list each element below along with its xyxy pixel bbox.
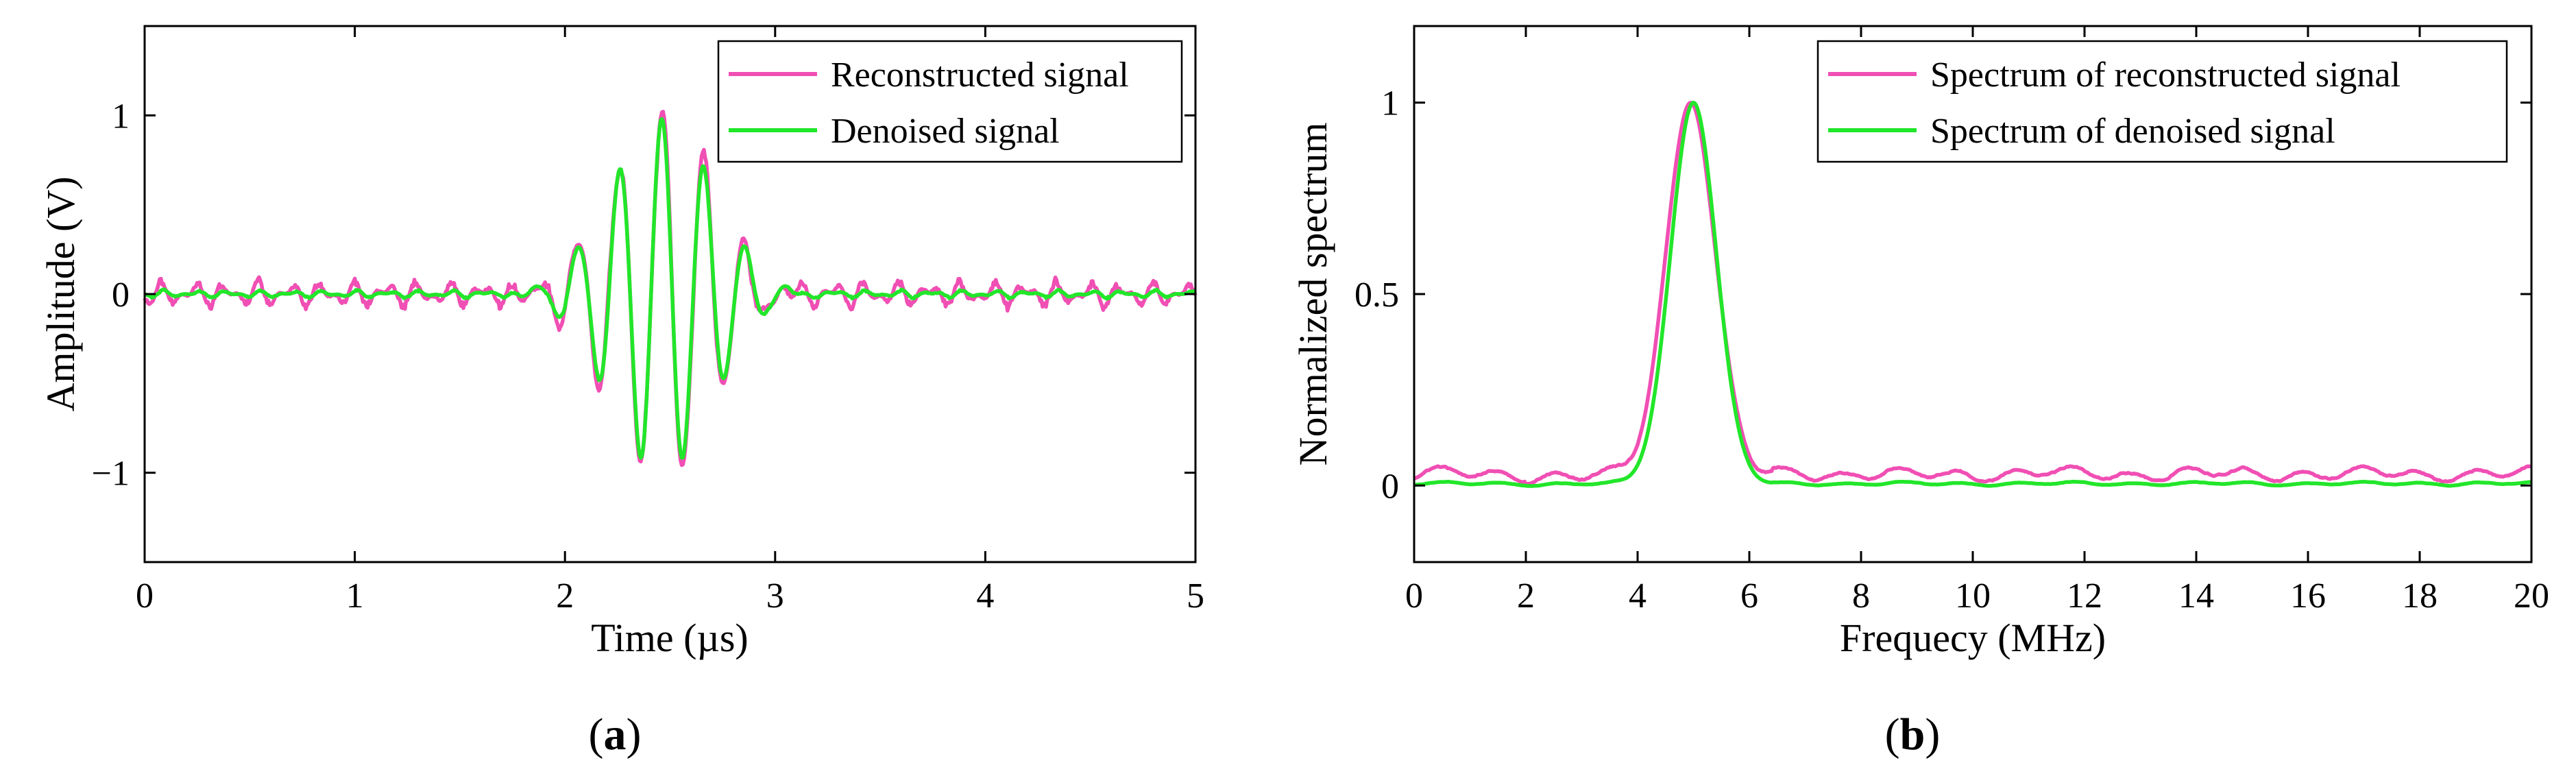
panel-a-xtick-label: 3 [766,576,784,616]
panel-b-ytick-label: 0 [1381,467,1399,506]
panel-a-xtick-label: 4 [976,576,994,616]
panel-a-ticks: 0 1 2 3 4 5 −1 0 1 [92,26,1204,616]
panel-a-xtick-label: 0 [136,576,154,616]
panel-b-xtick-label: 8 [1852,576,1870,616]
panel-a-legend: Reconstructed signal Denoised signal [717,40,1183,163]
panel-a-xtick-label: 2 [556,576,574,616]
panel-b-ylabel: Normalized spectrum [1291,123,1335,466]
panel-b-xtick-label: 14 [2178,576,2214,616]
panel-b-xtick-label: 20 [2514,576,2549,616]
panel-b-series-group [1413,100,2532,488]
panel-b-xtick-label: 4 [1629,576,1647,616]
panel-b-xtick-label: 16 [2290,576,2326,616]
panel-b-xtick-label: 10 [1955,576,1991,616]
panel-a-legend-label-reconstructed: Reconstructed signal [831,56,1129,95]
panel-b-xtick-label: 0 [1405,576,1423,616]
panel-b-ytick-label: 1 [1381,84,1399,123]
panel-b-xtick-label: 2 [1517,576,1535,616]
panel-a-ytick-label: −1 [92,454,130,494]
panel-b-xtick-label: 12 [2067,576,2102,616]
panel-b-xtick-label: 18 [2402,576,2438,616]
panel-b-ytick-label: 0.5 [1354,276,1399,315]
panel-a-xtick-label: 1 [346,576,364,616]
panel-b-series-reconstructed [1413,101,2532,487]
panel-b-legend: Spectrum of reconstructed signal Spectru… [1816,40,2508,163]
panel-a-series-denoised [143,117,1197,460]
panel-a-legend-box [717,40,1183,163]
panel-b-letter: b [1900,709,1925,759]
panel-b-legend-label-reconstructed: Spectrum of reconstructed signal [1930,56,2401,95]
panel-a-series-reconstructed [143,110,1198,467]
panel-b-label: (b) [1885,709,1941,759]
panel-a-xtick-label: 5 [1187,576,1204,616]
panel-a-ytick-label: 1 [112,97,130,136]
panel-b-xlabel: Frequecy (MHz) [1840,616,2106,660]
panel-b-legend-label-denoised: Spectrum of denoised signal [1930,112,2335,151]
panel-a-letter: a [604,709,627,759]
panel-b-series-denoised [1413,100,2532,488]
panel-a-legend-label-denoised: Denoised signal [831,112,1060,151]
panel-a-label: (a) [589,709,642,759]
panel-b-ticks: 0 2 4 6 8 10 12 14 16 18 20 0 0.5 1 [1354,26,2549,616]
panel-a-ylabel: Amplitude (V) [38,176,83,411]
panel-b-legend-box [1816,40,2508,163]
panel-a-ytick-label: 0 [112,276,130,315]
panel-a-xlabel: Time (µs) [591,616,748,660]
panel-b-xtick-label: 6 [1740,576,1758,616]
panel-b-chart: 0 2 4 6 8 10 12 14 16 18 20 0 0.5 1 Frequecy (MHz) No… [1291,25,2549,759]
panel-a-series-group [143,110,1198,467]
panel-a-chart: 0 1 2 3 4 5 −1 0 1 Time (µs) Amplitude (V) (a) R… [38,25,1204,759]
